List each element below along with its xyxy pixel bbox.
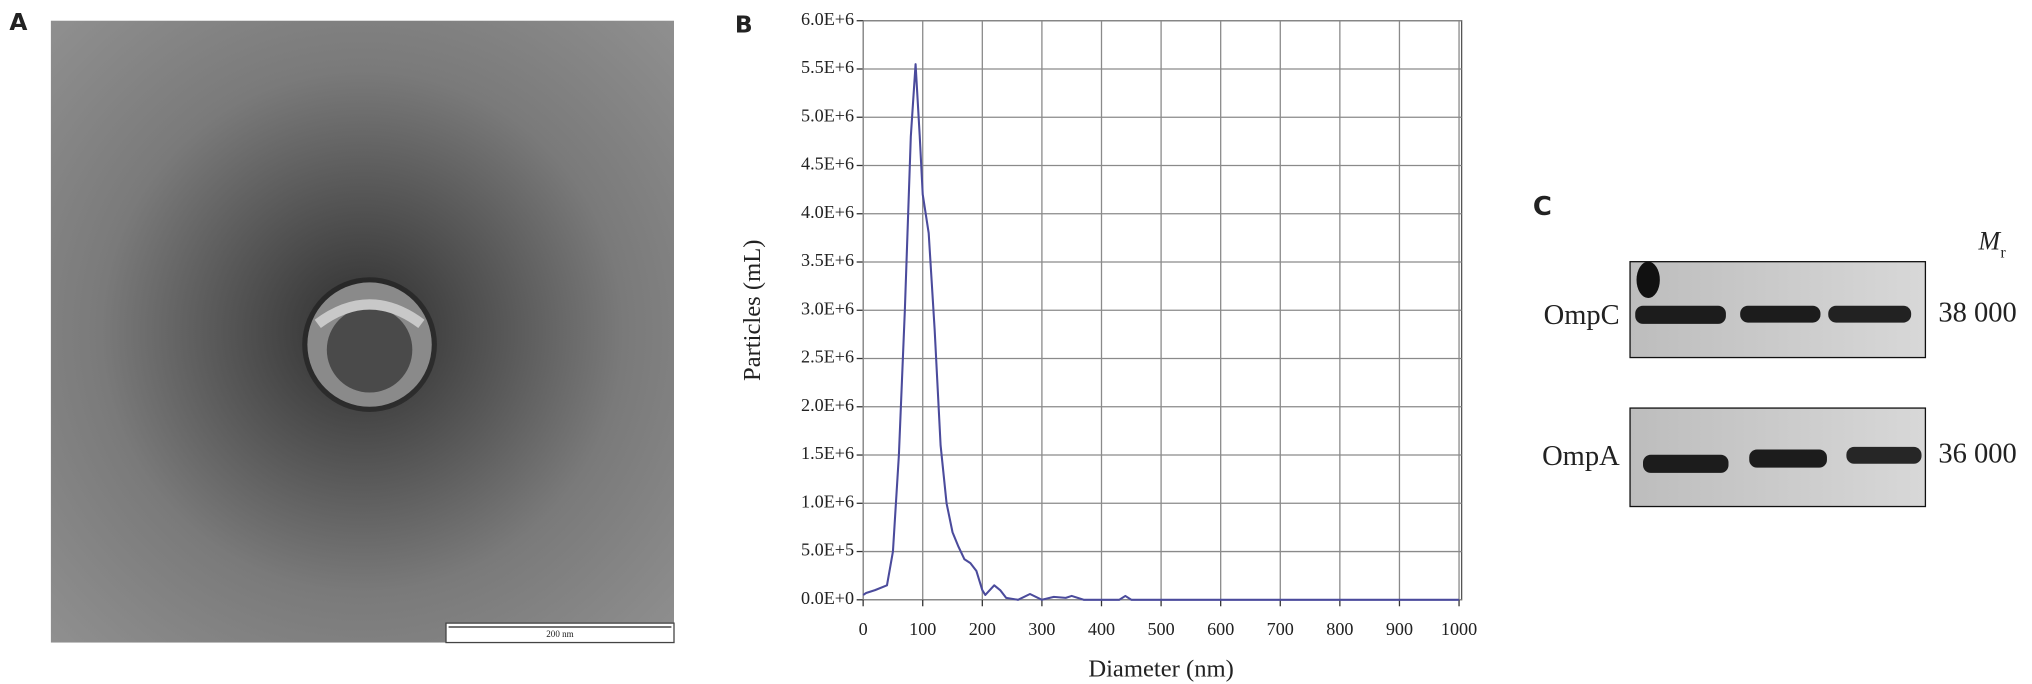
y-tick-label: 5.0E+6 (801, 105, 854, 125)
y-tick-label: 2.5E+6 (801, 347, 854, 367)
mass-label: 38 000 (1938, 297, 2016, 328)
protein-label: OmpA (1542, 441, 1620, 472)
y-tick-label: 5.5E+6 (801, 57, 854, 77)
data-line (862, 63, 1460, 601)
vesicle-lumen (326, 307, 413, 393)
band (1828, 305, 1912, 323)
scale-bar-label: 200 nm (546, 629, 573, 639)
band (1749, 449, 1827, 468)
y-axis-title: Particles (mL) (739, 240, 766, 381)
chart: 0.0E+0 5.0E+5 1.0E+6 1.5E+6 2.0E+6 2.5E+6 3.0E… (739, 9, 1477, 683)
band (1846, 446, 1922, 464)
y-tick-label: 0.0E+0 (801, 588, 854, 608)
vesicle-membrane (314, 299, 425, 329)
x-tick-label: 300 (1028, 619, 1055, 639)
x-tick-label: 800 (1326, 619, 1353, 639)
y-tick-label: 5.0E+5 (801, 540, 854, 560)
y-tick-label: 1.5E+6 (801, 443, 854, 463)
x-tick-label: 500 (1147, 619, 1174, 639)
mass-label: 36 000 (1938, 439, 2016, 470)
protein-label: OmpC (1544, 300, 1620, 331)
x-tick-label: 200 (969, 619, 996, 639)
panel-label: B (735, 11, 753, 38)
y-tick-label: 2.0E+6 (801, 395, 854, 415)
mr-subscript: r (2001, 244, 2007, 261)
x-tick-label: 400 (1088, 619, 1115, 639)
y-tick-label: 1.0E+6 (801, 491, 854, 511)
band (1635, 305, 1726, 324)
x-axis-title: Diameter (nm) (1088, 656, 1234, 683)
y-tick-label: 3.5E+6 (801, 250, 854, 270)
band (1740, 305, 1821, 323)
y-tick-label: 6.0E+6 (801, 9, 854, 29)
x-tick-label: 600 (1207, 619, 1234, 639)
y-tick-label: 4.0E+6 (801, 202, 854, 222)
blot-artifact (1636, 261, 1660, 298)
y-tick-label: 4.5E+6 (801, 154, 854, 174)
mr-symbol: M (1978, 226, 2002, 255)
band (1643, 454, 1729, 473)
x-tick-label: 0 (859, 619, 868, 639)
x-tick-label: 900 (1386, 619, 1413, 639)
y-tick-label: 3.0E+6 (801, 298, 854, 318)
x-tick-label: 1000 (1441, 619, 1477, 639)
scale-bar (445, 622, 675, 644)
x-tick-label: 700 (1267, 619, 1294, 639)
x-tick-label: 100 (909, 619, 936, 639)
panel-label: C (1533, 192, 1552, 222)
panel-label: A (9, 9, 27, 36)
